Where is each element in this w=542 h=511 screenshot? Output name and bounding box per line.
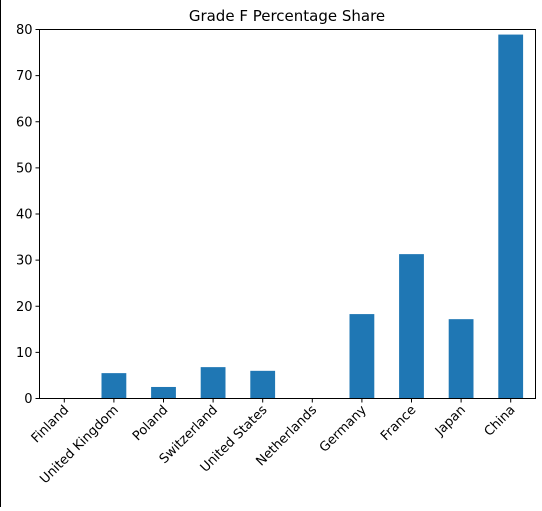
bar-poland bbox=[151, 386, 176, 399]
page-edge-line bbox=[0, 0, 1, 507]
bar-switzerland bbox=[200, 367, 226, 399]
bars-group bbox=[101, 34, 524, 399]
x-tick-label: Poland bbox=[130, 403, 171, 444]
y-tick-label: 10 bbox=[16, 346, 33, 361]
bar-japan bbox=[448, 319, 474, 399]
y-tick-label: 80 bbox=[16, 23, 33, 38]
y-tick-label: 20 bbox=[16, 300, 33, 315]
x-tick-label: Japan bbox=[432, 403, 469, 440]
y-tick-label: 40 bbox=[16, 208, 33, 223]
y-tick-label: 0 bbox=[24, 392, 32, 407]
y-tick-label: 30 bbox=[16, 254, 33, 269]
y-axis: 0 10 20 30 40 50 60 70 80 bbox=[16, 23, 40, 407]
x-tick-label: China bbox=[482, 403, 519, 440]
bar-united-kingdom bbox=[101, 373, 127, 399]
x-tick-label: Germany bbox=[317, 403, 370, 456]
bar-germany bbox=[349, 314, 375, 399]
bar-france bbox=[399, 254, 424, 399]
chart-title: Grade F Percentage Share bbox=[189, 7, 385, 25]
x-tick-label: France bbox=[378, 403, 419, 444]
y-tick-label: 70 bbox=[16, 69, 33, 84]
bar-china bbox=[498, 34, 524, 399]
plot-frame bbox=[39, 29, 536, 399]
bar-united-states bbox=[250, 370, 276, 399]
y-tick-label: 60 bbox=[16, 115, 33, 130]
x-tick-label: Finland bbox=[29, 403, 72, 446]
y-tick-label: 50 bbox=[16, 161, 33, 176]
